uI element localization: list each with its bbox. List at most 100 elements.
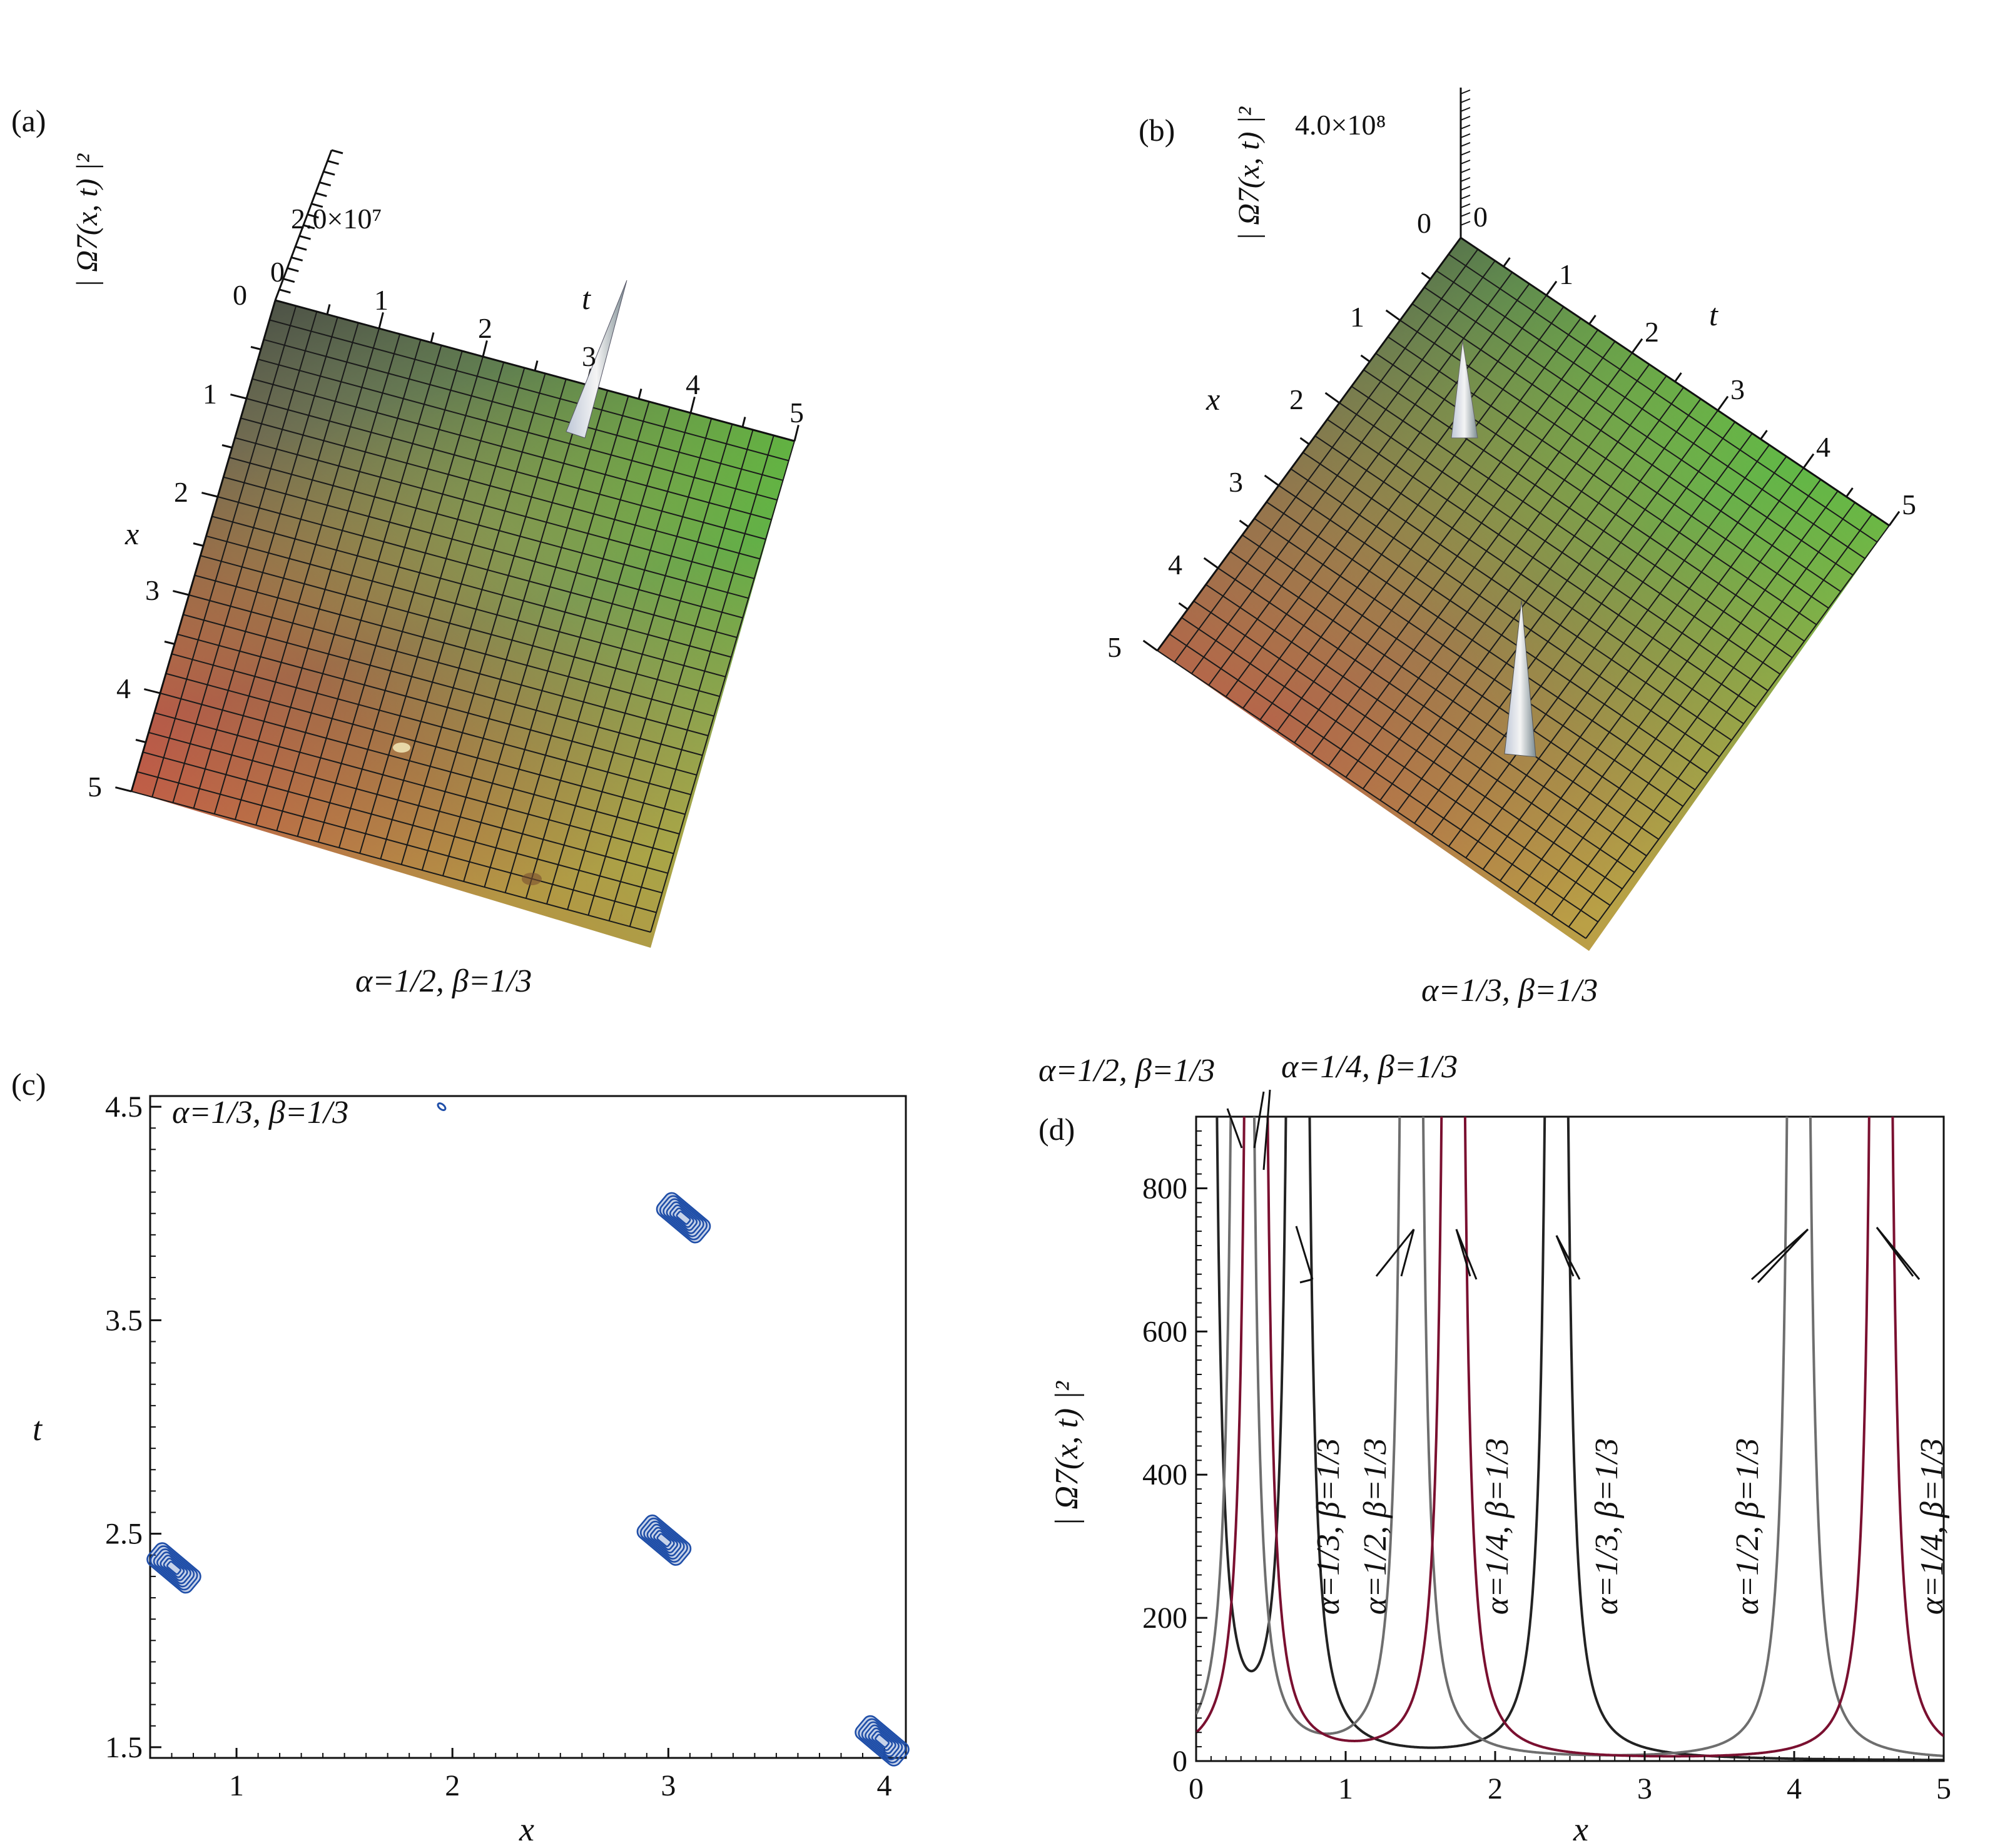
panel-a-mesh-line	[359, 362, 505, 854]
panel-b-z-tick	[1460, 212, 1471, 217]
panel-c-label: (c)	[11, 1067, 46, 1102]
annotation-pointer	[1876, 1227, 1914, 1277]
panel-a-mesh-line	[229, 457, 749, 599]
panel-d-y-tick-label: 400	[1142, 1458, 1187, 1491]
panel-d-annotation: α=1/4, β=1/3	[1914, 1438, 1950, 1615]
panel-d-annotation: α=1/3, β=1/3	[1589, 1438, 1625, 1615]
panel-b-mesh-line	[1242, 534, 1672, 824]
panel-a-t-tick	[326, 304, 331, 315]
annotation-pointer	[1400, 1229, 1415, 1277]
contour-ring	[861, 1721, 903, 1760]
panel-b-mesh-line	[1363, 369, 1793, 659]
annotation-pointer	[1751, 1228, 1809, 1281]
panel-b-mesh-line	[1157, 650, 1586, 939]
panel-b-z-tick	[1460, 133, 1471, 138]
panel-a-mesh-line	[255, 333, 401, 826]
panel-b-mesh-line	[1414, 410, 1718, 824]
panel-b-mesh-line	[1482, 456, 1787, 870]
panel-b-mesh-line	[1217, 567, 1647, 856]
panel-b-z-tick	[1460, 203, 1471, 208]
annotation-pointer	[1757, 1228, 1809, 1284]
panel-a-mesh-line	[400, 373, 546, 865]
panel-a-z-tick	[299, 235, 311, 240]
panel-d-annotation: α=1/4, β=1/3	[1480, 1438, 1515, 1615]
annotation-pointer	[1375, 1229, 1415, 1277]
annotation-pointer	[1299, 1278, 1313, 1284]
panel-b-x-tick	[1385, 309, 1401, 322]
panel-a-mesh-line	[171, 653, 691, 796]
panel-b-t-tick	[1588, 315, 1597, 325]
contour-ring	[153, 1548, 195, 1588]
panel-b-mesh-line	[1208, 272, 1513, 686]
panel-b-mesh-line	[1276, 318, 1581, 732]
panel-a-x-axis-label: x	[124, 516, 139, 551]
panel-b-mesh-line	[1259, 306, 1565, 720]
panel-a-t-tick	[741, 417, 746, 427]
panel-b-t-axis-label: t	[1709, 297, 1718, 332]
panel-a-mesh-line	[240, 417, 761, 560]
contour-ring	[662, 1198, 704, 1237]
panel-c-x-axis-label: x	[519, 1810, 534, 1848]
contour-blob	[146, 1542, 201, 1594]
panel-b-mesh	[1157, 237, 1890, 939]
panel-a-mesh-line	[317, 350, 463, 843]
contour-ring	[653, 1530, 675, 1551]
panel-b-mesh-line	[1431, 421, 1736, 835]
panel-b-mesh-line	[1424, 287, 1854, 576]
panel-a-mesh-line	[504, 401, 650, 893]
panel-b-mesh-line	[1399, 320, 1829, 609]
panel-b-z-tick	[1460, 195, 1471, 200]
panel-b-mesh-line	[1500, 467, 1804, 881]
panel-b-mesh-line	[1328, 352, 1633, 766]
panel-c-caption: α=1/3, β=1/3	[172, 1095, 348, 1130]
panel-b-mesh-line	[1375, 352, 1805, 642]
panel-a-surface-shading	[131, 300, 794, 948]
panel-a-x-tick	[173, 590, 190, 596]
panel-a-z-axis-label: | Ω7(x, t) |²	[71, 153, 104, 288]
panel-c-y-tick-label: 4.5	[105, 1090, 143, 1124]
panel-c-x-tick-label: 3	[661, 1769, 676, 1802]
panel-b-mesh-line	[1362, 375, 1667, 789]
contour-ring	[646, 1523, 682, 1557]
panel-a-mesh-line	[269, 319, 789, 462]
panel-a-mesh-line	[276, 339, 422, 831]
panel-c-x-tick-label: 1	[229, 1769, 244, 1802]
contour-ring	[150, 1545, 198, 1591]
panel-b-mesh-line	[1533, 490, 1839, 905]
panel-b-mesh-line	[1254, 517, 1683, 807]
panel-a-mesh-line	[251, 378, 772, 520]
series-line	[1196, 1117, 1944, 1758]
panel-a-mesh-line	[177, 633, 697, 776]
contour-ring	[156, 1551, 191, 1585]
panel-b-x-axis-label: x	[1206, 382, 1220, 417]
panel-b-mesh-line	[1181, 617, 1611, 906]
panel-a-mesh-line	[246, 398, 766, 540]
panel-a-mesh-line	[567, 418, 713, 910]
panel-b-ticks	[1142, 257, 1901, 652]
panel-a-x-tick	[221, 444, 233, 449]
panel-a-z-zero-label: 0	[233, 279, 247, 311]
panel-d-y-tick-label: 0	[1172, 1745, 1187, 1778]
panel-b-x-tick-label: 3	[1229, 466, 1243, 498]
panel-a-mesh-line	[484, 395, 629, 888]
panel-b-t-tick	[1631, 338, 1643, 353]
panel-b-t-tick	[1760, 430, 1768, 440]
panel-d-annotation: α=1/2, β=1/3	[1358, 1438, 1393, 1615]
contour-ring	[166, 1560, 181, 1575]
panel-a-x-tick	[115, 786, 132, 793]
panel-b-x-tick	[1203, 557, 1219, 569]
panel-a-mesh-line	[380, 367, 525, 860]
panel-a-z-tick	[307, 213, 319, 219]
panel-a-t-tick-label: 1	[374, 284, 388, 316]
panel-b-t-tick	[1503, 257, 1511, 267]
panel-b-mesh-line	[1190, 260, 1496, 674]
panel-a-minor-dip	[522, 873, 542, 885]
panel-a-x-axis	[130, 300, 277, 792]
panel-c-frame	[149, 1095, 907, 1759]
panel-a-z-tick	[331, 149, 343, 155]
annotation-pointer	[1262, 1089, 1271, 1170]
panel-a-mesh-line	[463, 390, 609, 882]
panel-b-z-ticks	[1460, 89, 1471, 226]
panel-d-y-tick-label: 200	[1142, 1602, 1187, 1635]
